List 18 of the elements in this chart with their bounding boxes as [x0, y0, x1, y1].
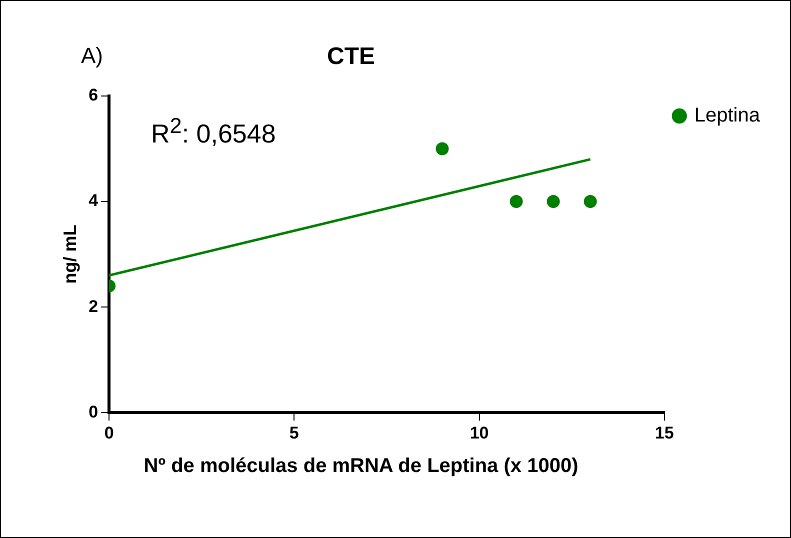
- y-axis-title: ng/ mL: [60, 224, 80, 284]
- text: A): [81, 43, 103, 69]
- annotation: R$^{2}$: 0,6548: [151, 113, 276, 150]
- point: [546, 195, 560, 208]
- x-tick-label: 5: [289, 423, 299, 442]
- x-tick-label: 10: [470, 423, 489, 442]
- legend-label: Leptina: [694, 104, 761, 127]
- x-tick-label: 15: [654, 423, 674, 442]
- chart-title: CTE: [326, 43, 376, 71]
- y-tick-label: 0: [88, 402, 98, 422]
- x-axis-title: Nº de moléculas de mRNA de Leptina (x 1000): [142, 454, 580, 479]
- y-tick-label: 6: [88, 86, 98, 105]
- point: [584, 195, 597, 208]
- y-tick-label: 2: [88, 296, 98, 316]
- y-tick-label: 4: [88, 191, 99, 210]
- x-tick-label: 0: [104, 423, 114, 442]
- point: [436, 142, 449, 156]
- point: [510, 195, 523, 208]
